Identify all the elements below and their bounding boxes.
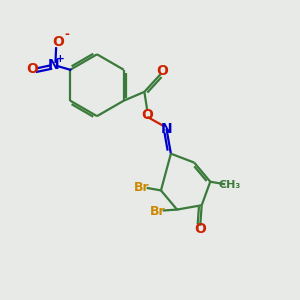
Text: Br: Br xyxy=(150,205,166,218)
Text: N: N xyxy=(161,122,172,136)
Text: CH₃: CH₃ xyxy=(218,180,241,190)
Text: O: O xyxy=(194,222,206,236)
Text: -: - xyxy=(65,28,70,41)
Text: O: O xyxy=(26,62,38,76)
Text: Br: Br xyxy=(134,181,150,194)
Text: O: O xyxy=(141,107,153,122)
Text: O: O xyxy=(52,35,64,50)
Text: O: O xyxy=(157,64,169,78)
Text: +: + xyxy=(56,55,65,64)
Text: N: N xyxy=(48,58,60,72)
